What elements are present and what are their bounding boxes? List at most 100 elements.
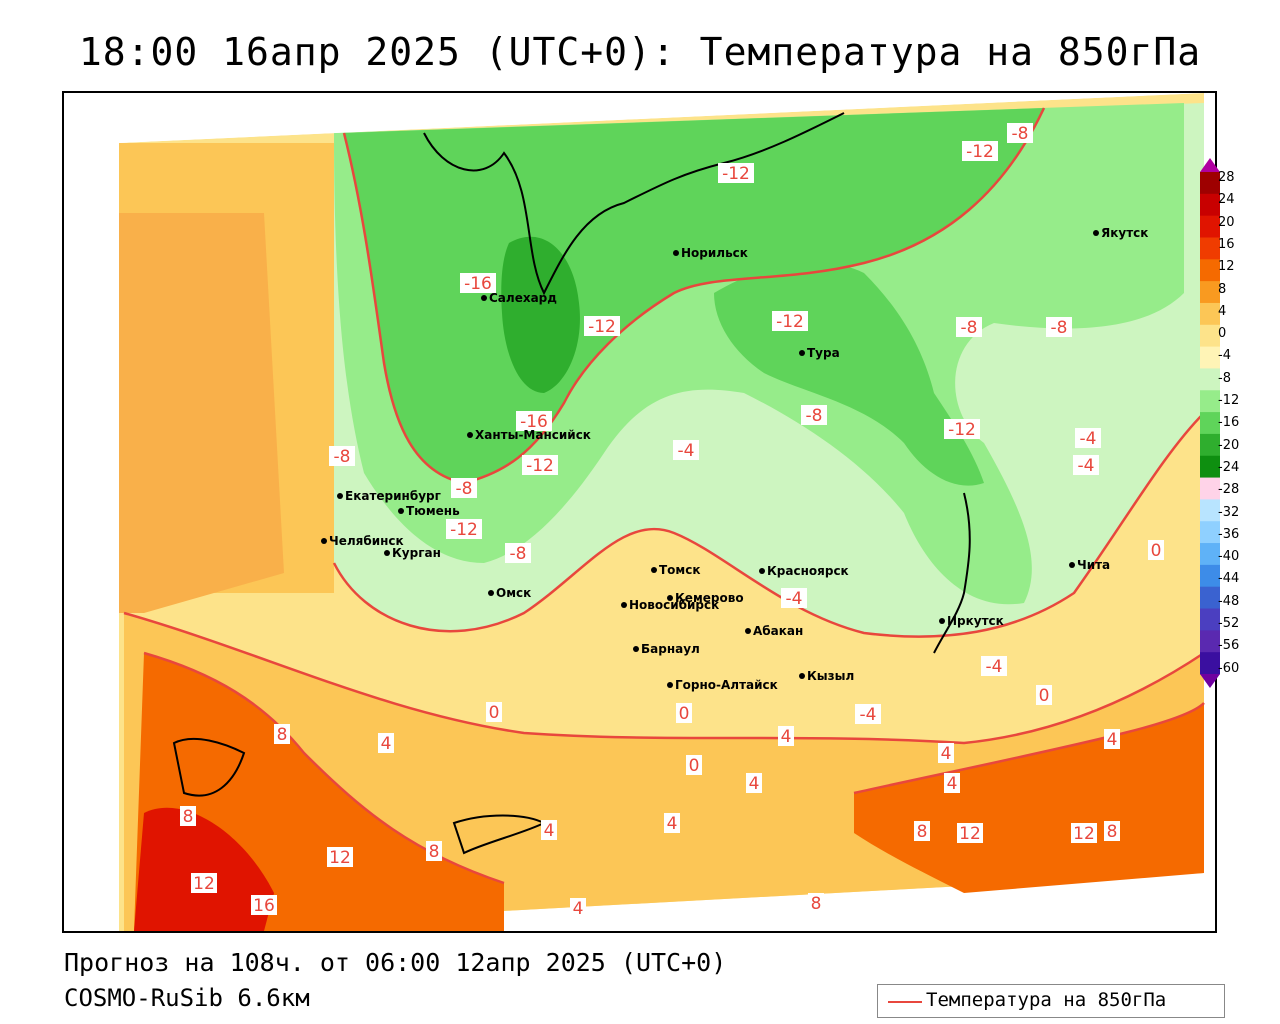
city-dot <box>488 590 494 596</box>
color-scale: 28 24 20 16 12 8 4 0 -4 -8 -12 -16 -20 -24 -28 -32 -36 -4… <box>1200 158 1280 688</box>
svg-text:-8: -8 <box>1012 124 1029 144</box>
scale-swatch <box>1200 281 1220 304</box>
contour-label: -12 <box>718 163 754 184</box>
scale-label: -56 <box>1218 638 1240 654</box>
contour-label: 8 <box>274 724 290 745</box>
cold-core <box>501 236 580 393</box>
scale-swatch <box>1200 302 1220 326</box>
scale-label: -8 <box>1218 370 1231 386</box>
svg-text:-12: -12 <box>776 312 804 332</box>
scale-label: -24 <box>1218 459 1240 475</box>
scale-swatch <box>1200 586 1220 610</box>
svg-text:4: 4 <box>749 774 760 794</box>
contour-label: -8 <box>505 543 531 564</box>
city-label: Тюмень <box>406 504 460 518</box>
scale-label: 24 <box>1218 192 1235 208</box>
svg-text:-8: -8 <box>334 447 351 467</box>
svg-text:8: 8 <box>917 822 928 842</box>
contour-label: 4 <box>1104 729 1120 750</box>
contour-label: 4 <box>944 773 960 794</box>
svg-text:16: 16 <box>253 896 275 916</box>
city-marker: Горно-Алтайск <box>667 678 778 692</box>
west-orange-band <box>119 213 284 613</box>
city-label: Ханты-Мансийск <box>475 428 591 442</box>
contour-label: 0 <box>686 755 702 776</box>
city-dot <box>759 568 765 574</box>
city-marker: Челябинск <box>321 534 404 548</box>
city-dot <box>651 567 657 573</box>
scale-label: 28 <box>1218 170 1235 185</box>
contour-label: 4 <box>746 773 762 794</box>
contour-label: -8 <box>801 405 827 426</box>
city-label: Салехард <box>489 291 557 305</box>
contour-label: 0 <box>486 702 502 723</box>
scale-swatch <box>1200 193 1220 217</box>
city-label: Иркутск <box>947 614 1004 628</box>
scale-swatch <box>1200 499 1220 522</box>
svg-text:0: 0 <box>1039 686 1050 706</box>
svg-text:-4: -4 <box>786 589 803 609</box>
svg-text:-8: -8 <box>961 318 978 338</box>
contour-label: -4 <box>1073 455 1099 476</box>
svg-text:4: 4 <box>1107 730 1118 750</box>
scale-swatch <box>1200 215 1220 238</box>
scale-label: -28 <box>1218 482 1240 498</box>
city-marker: Барнаул <box>633 642 700 656</box>
city-dot <box>621 602 627 608</box>
city-marker: Тюмень <box>398 504 460 518</box>
city-label: Кызыл <box>807 669 854 683</box>
svg-text:4: 4 <box>544 821 555 841</box>
contour-label: 0 <box>1036 685 1052 706</box>
svg-text:-8: -8 <box>510 544 527 564</box>
contour-label: 4 <box>778 726 794 747</box>
scale-swatch <box>1200 346 1220 369</box>
city-label: Якутск <box>1101 226 1148 240</box>
contour-label: -12 <box>446 519 482 540</box>
svg-text:-4: -4 <box>986 657 1003 677</box>
contour-label: -4 <box>981 656 1007 677</box>
svg-text:8: 8 <box>429 842 440 862</box>
city-label: Барнаул <box>641 642 700 656</box>
contour-label: -4 <box>673 440 699 461</box>
city-dot <box>467 432 473 438</box>
city-marker: Курган <box>384 546 441 560</box>
scale-swatch <box>1200 630 1220 653</box>
city-label: Омск <box>496 586 531 600</box>
svg-text:8: 8 <box>811 894 822 914</box>
temperature-map: -12 -8 -12 -12 -16 -12 -12 -8 -8 -16 -8 -4 -12 -4 -4 -8… <box>62 91 1217 933</box>
scale-label: 8 <box>1218 281 1227 297</box>
svg-text:4: 4 <box>381 734 392 754</box>
svg-text:4: 4 <box>947 774 958 794</box>
scale-swatch <box>1200 259 1220 282</box>
city-dot <box>384 550 390 556</box>
scale-label: 4 <box>1218 303 1227 319</box>
city-marker: Чита <box>1069 558 1110 572</box>
city-label: Красноярск <box>767 564 849 578</box>
svg-text:8: 8 <box>1107 822 1118 842</box>
scale-label: 20 <box>1218 214 1235 230</box>
svg-text:8: 8 <box>277 725 288 745</box>
scale-swatch <box>1200 324 1220 348</box>
contour-label: 12 <box>957 823 983 844</box>
contour-label: -16 <box>460 273 496 294</box>
svg-text:4: 4 <box>667 814 678 834</box>
city-dot <box>667 595 673 601</box>
city-marker: Ханты-Мансийск <box>467 428 591 442</box>
city-marker: Якутск <box>1093 226 1148 240</box>
contour-label: 12 <box>191 873 217 894</box>
city-marker: Абакан <box>745 624 803 638</box>
contour-label: -12 <box>944 419 980 440</box>
city-marker: Красноярск <box>759 564 849 578</box>
svg-text:0: 0 <box>1151 541 1162 561</box>
svg-text:-8: -8 <box>806 406 823 426</box>
svg-text:-12: -12 <box>948 420 976 440</box>
city-marker: Омск <box>488 586 531 600</box>
scale-label: -32 <box>1218 504 1240 520</box>
out-of-domain-se <box>1114 873 1215 931</box>
legend-line-swatch <box>888 1001 922 1003</box>
svg-text:-8: -8 <box>456 479 473 499</box>
contour-label: 4 <box>378 733 394 754</box>
contour-label: -8 <box>1046 317 1072 338</box>
contour-label: -12 <box>522 455 558 476</box>
contour-label: 0 <box>1148 540 1164 561</box>
